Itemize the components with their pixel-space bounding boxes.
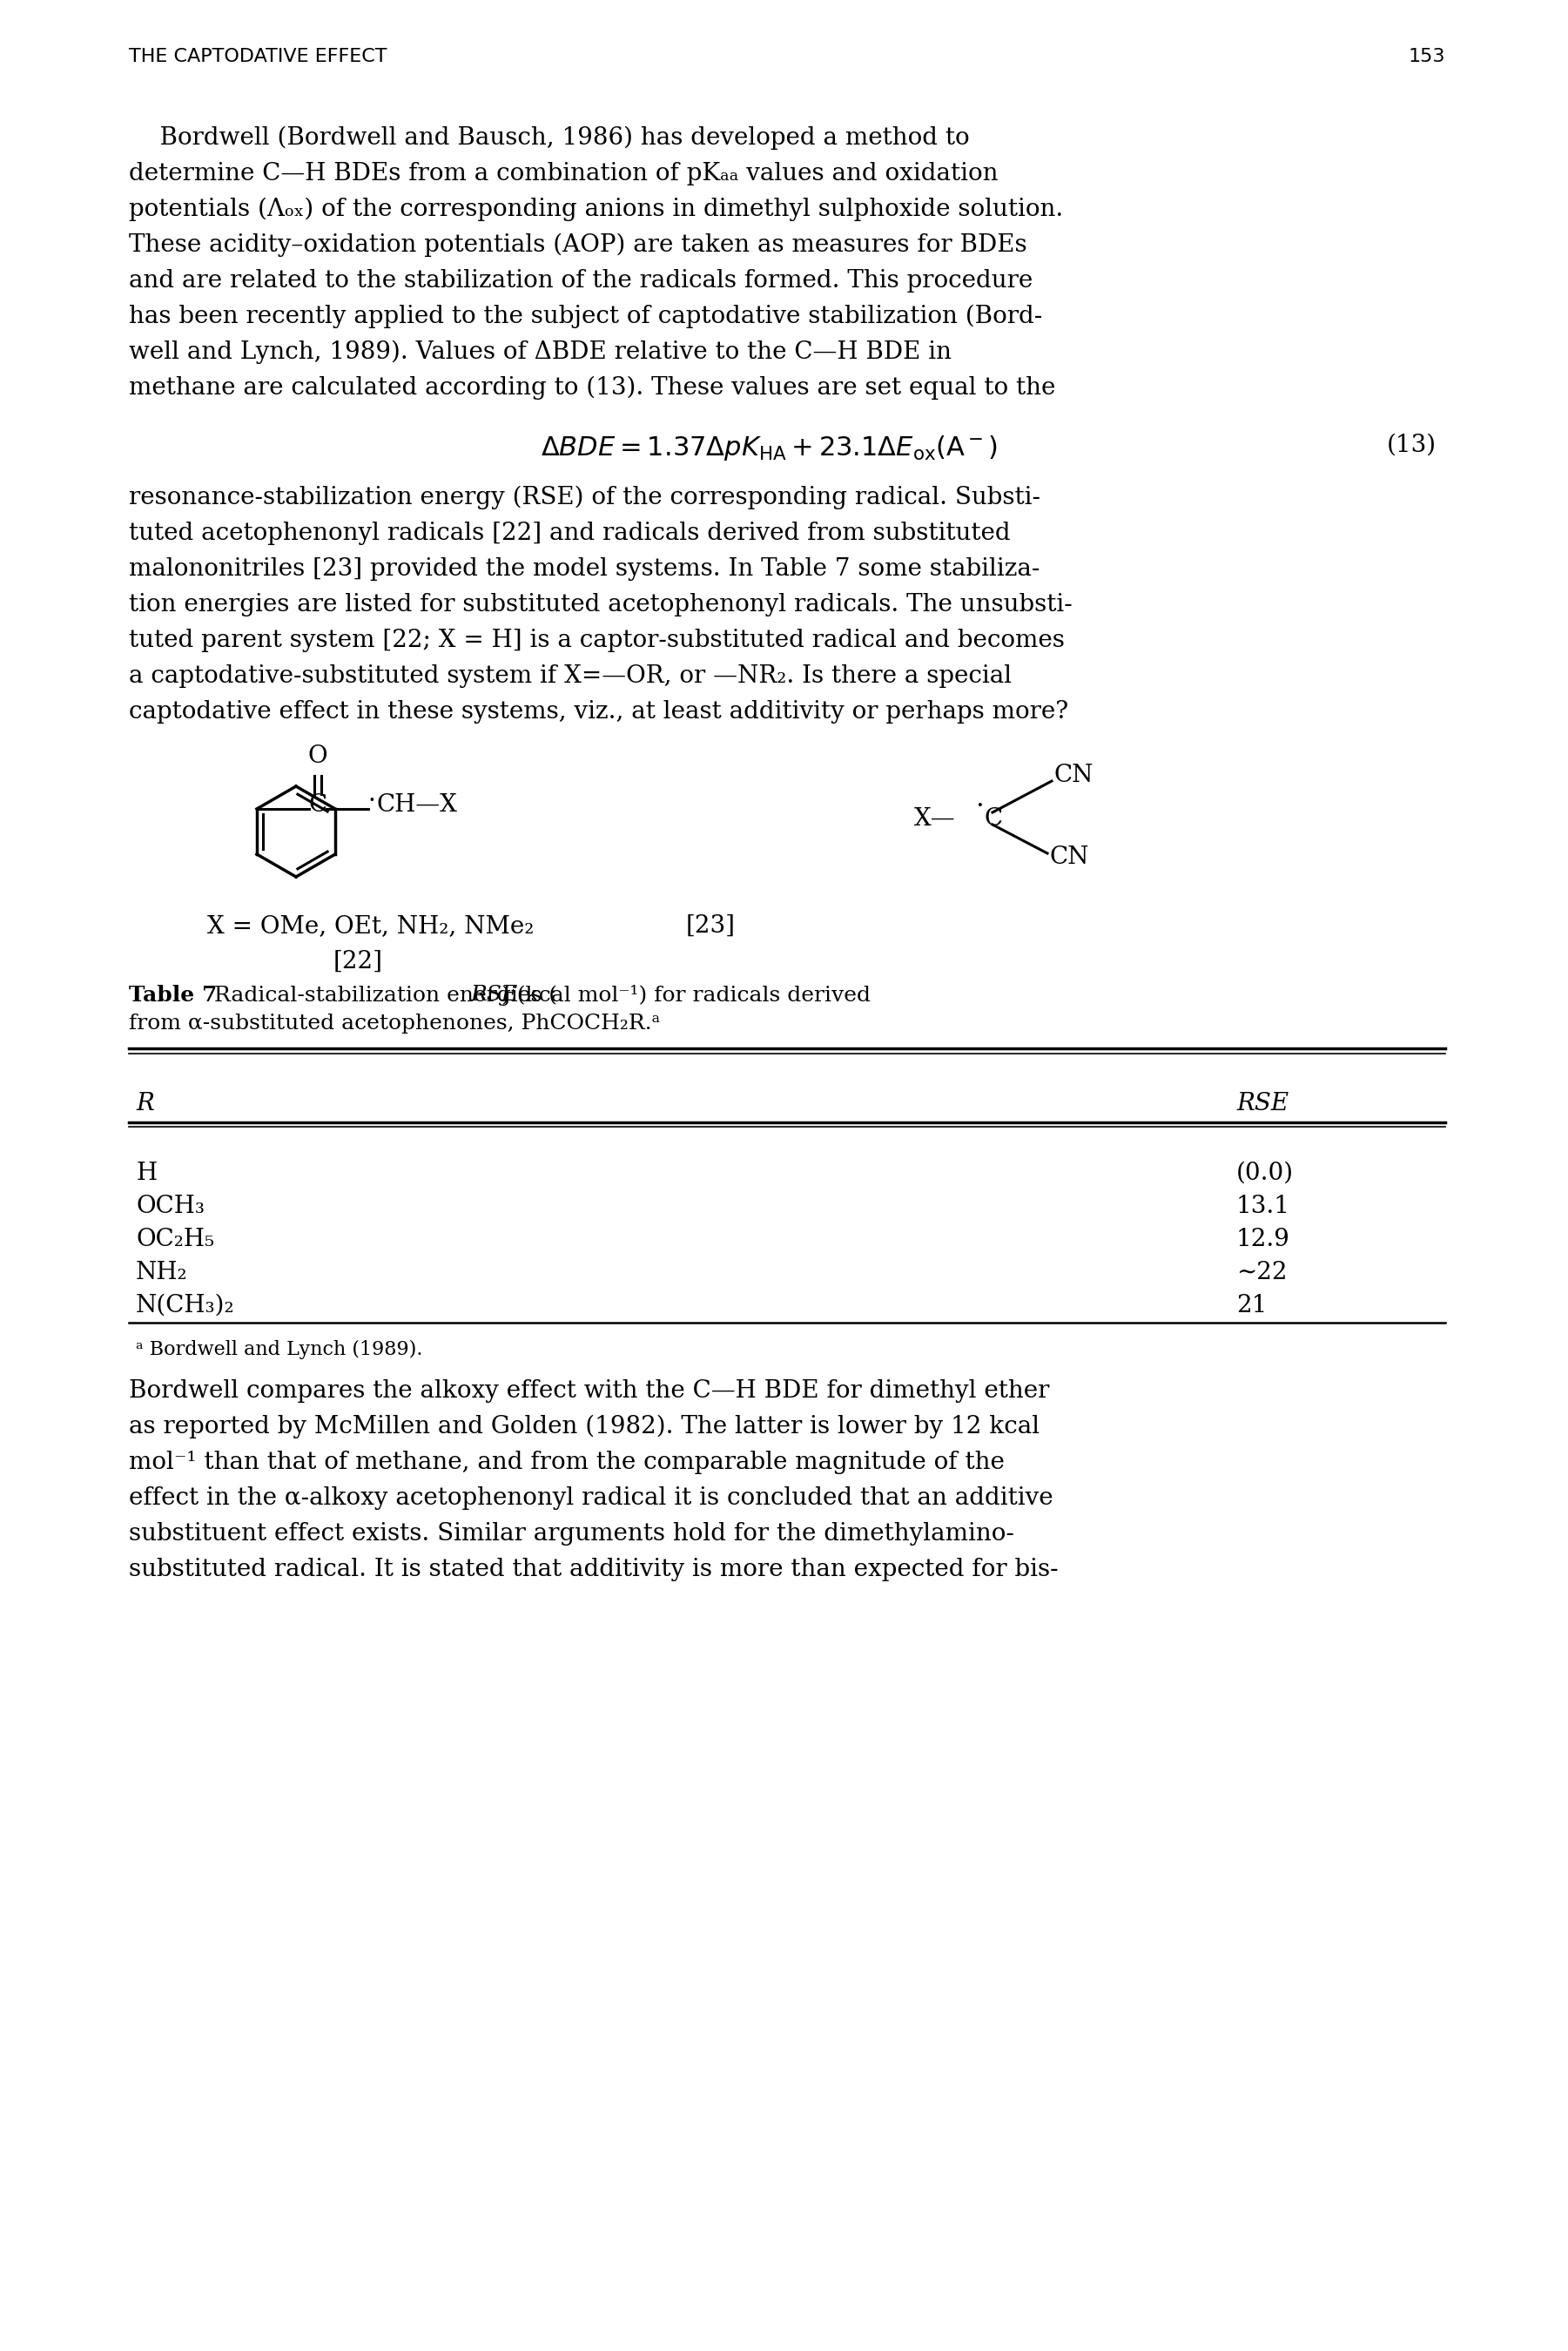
Text: 21: 21 (1236, 1293, 1267, 1317)
Text: from α-substituted acetophenones, PhCOCH₂R.ᵃ: from α-substituted acetophenones, PhCOCH… (129, 1013, 660, 1034)
Text: malononitriles [23] provided the model systems. In Table 7 some stabiliza-: malononitriles [23] provided the model s… (129, 557, 1040, 581)
Text: CN: CN (1054, 764, 1093, 788)
Text: OC₂H₅: OC₂H₅ (136, 1227, 215, 1251)
Text: O: O (307, 745, 328, 769)
Text: potentials (Λₒₓ) of the corresponding anions in dimethyl sulphoxide solution.: potentials (Λₒₓ) of the corresponding an… (129, 197, 1063, 221)
Text: CH—X: CH—X (376, 792, 458, 816)
Text: tion energies are listed for substituted acetophenonyl radicals. The unsubsti-: tion energies are listed for substituted… (129, 592, 1073, 616)
Text: tuted acetophenonyl radicals [22] and radicals derived from substituted: tuted acetophenonyl radicals [22] and ra… (129, 522, 1010, 545)
Text: Bordwell compares the alkoxy effect with the C—H BDE for dimethyl ether: Bordwell compares the alkoxy effect with… (129, 1380, 1049, 1404)
Text: Radical-stabilization energies (: Radical-stabilization energies ( (201, 985, 557, 1006)
Text: and are related to the stabilization of the radicals formed. This procedure: and are related to the stabilization of … (129, 268, 1033, 292)
Text: C: C (983, 806, 1002, 830)
Text: has been recently applied to the subject of captodative stabilization (Bord-: has been recently applied to the subject… (129, 306, 1043, 329)
Text: Bordwell (Bordwell and Bausch, 1986) has developed a method to: Bordwell (Bordwell and Bausch, 1986) has… (129, 127, 969, 150)
Text: ) (kcal mol⁻¹) for radicals derived: ) (kcal mol⁻¹) for radicals derived (502, 985, 870, 1004)
Text: captodative effect in these systems, viz., at least additivity or perhaps more?: captodative effect in these systems, viz… (129, 701, 1068, 724)
Text: (13): (13) (1386, 433, 1436, 456)
Text: resonance-stabilization energy (RSE) of the corresponding radical. Substi-: resonance-stabilization energy (RSE) of … (129, 487, 1041, 510)
Text: well and Lynch, 1989). Values of ΔBDE relative to the C—H BDE in: well and Lynch, 1989). Values of ΔBDE re… (129, 341, 952, 364)
Text: a captodative-substituted system if X=—OR, or —NR₂. Is there a special: a captodative-substituted system if X=—O… (129, 665, 1011, 689)
Text: H: H (136, 1161, 157, 1185)
Text: RSE: RSE (470, 985, 517, 1004)
Text: ∼22: ∼22 (1236, 1260, 1287, 1284)
Text: (0.0): (0.0) (1236, 1161, 1294, 1185)
Text: X = OMe, OEt, NH₂, NMe₂: X = OMe, OEt, NH₂, NMe₂ (207, 915, 535, 938)
Text: NH₂: NH₂ (136, 1260, 188, 1284)
Text: substituted radical. It is stated that additivity is more than expected for bis-: substituted radical. It is stated that a… (129, 1559, 1058, 1582)
Text: [23]: [23] (687, 915, 735, 938)
Text: These acidity–oxidation potentials (AOP) are taken as measures for BDEs: These acidity–oxidation potentials (AOP)… (129, 233, 1027, 256)
Text: CN: CN (1049, 846, 1088, 870)
Text: mol⁻¹ than that of methane, and from the comparable magnitude of the: mol⁻¹ than that of methane, and from the… (129, 1451, 1005, 1474)
Text: $\Delta BDE = 1.37\Delta pK_{\rm HA} + 23.1\Delta E_{\rm ox}({\rm A}^-)$: $\Delta BDE = 1.37\Delta pK_{\rm HA} + 2… (541, 433, 999, 463)
Text: methane are calculated according to (13). These values are set equal to the: methane are calculated according to (13)… (129, 376, 1055, 400)
Text: THE CAPTODATIVE EFFECT: THE CAPTODATIVE EFFECT (129, 47, 387, 66)
Text: OCH₃: OCH₃ (136, 1194, 204, 1218)
Text: tuted parent system [22; X = H] is a captor-substituted radical and becomes: tuted parent system [22; X = H] is a cap… (129, 628, 1065, 651)
Text: ·: · (975, 795, 983, 820)
Text: 13.1: 13.1 (1236, 1194, 1290, 1218)
Text: determine C—H BDEs from a combination of pΚₐₐ values and oxidation: determine C—H BDEs from a combination of… (129, 162, 999, 186)
Text: ·: · (368, 790, 376, 813)
Text: substituent effect exists. Similar arguments hold for the dimethylamino-: substituent effect exists. Similar argum… (129, 1521, 1014, 1545)
Text: RSE: RSE (1236, 1091, 1289, 1114)
Text: C: C (309, 792, 328, 816)
Text: effect in the α-alkoxy acetophenonyl radical it is concluded that an additive: effect in the α-alkoxy acetophenonyl rad… (129, 1486, 1054, 1509)
Text: R: R (136, 1091, 154, 1114)
Text: 12.9: 12.9 (1236, 1227, 1290, 1251)
Text: 153: 153 (1408, 47, 1446, 66)
Text: [22]: [22] (334, 950, 383, 973)
Text: N(CH₃)₂: N(CH₃)₂ (136, 1293, 235, 1317)
Text: Table 7: Table 7 (129, 985, 216, 1006)
Text: ᵃ Bordwell and Lynch (1989).: ᵃ Bordwell and Lynch (1989). (136, 1340, 423, 1359)
Text: X—: X— (914, 806, 955, 830)
Text: as reported by McMillen and Golden (1982). The latter is lower by 12 kcal: as reported by McMillen and Golden (1982… (129, 1415, 1040, 1439)
